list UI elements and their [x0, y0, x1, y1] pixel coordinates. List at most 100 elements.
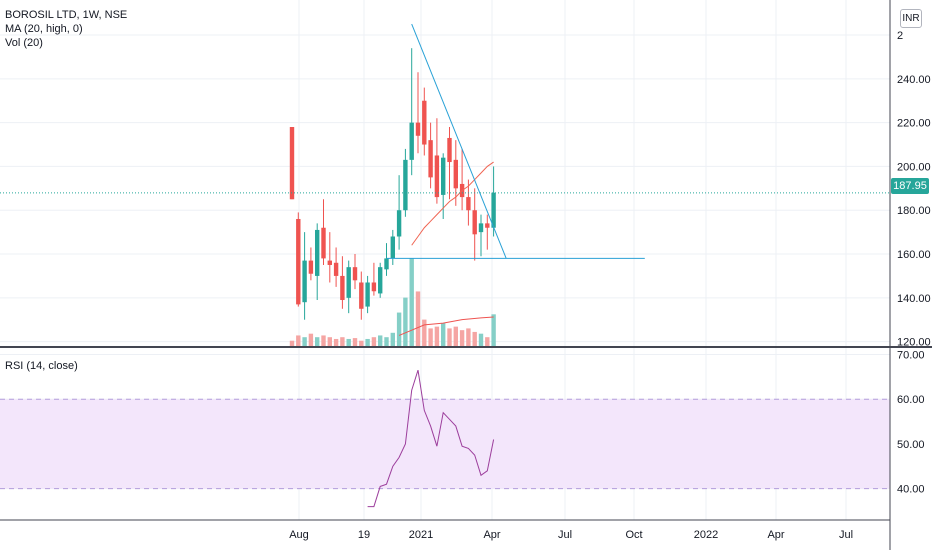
volume-bar — [378, 335, 383, 346]
rsi-tick-label: 60.00 — [897, 394, 925, 406]
volume-bar — [384, 337, 389, 346]
candle-body — [428, 140, 433, 178]
price-tick-label: 200.00 — [897, 161, 931, 173]
price-tick-label: 120.00 — [897, 337, 931, 349]
time-axis[interactable]: Aug 19 2021 Apr Jul Oct 2022 Apr Jul — [289, 529, 853, 541]
price-tick-label: 220.00 — [897, 118, 931, 130]
volume-bar — [302, 337, 307, 346]
volume-bar — [478, 333, 484, 346]
candle-body — [390, 236, 395, 259]
last-price-tag: 187.95 — [891, 178, 929, 194]
price-axis[interactable]: 120.00 140.00 160.00 180.00 200.00 220.00 240.… — [897, 30, 931, 349]
time-tick-label: 2021 — [409, 529, 433, 541]
time-tick-label: 19 — [358, 529, 370, 541]
time-tick-label: Apr — [483, 529, 500, 541]
volume-bar — [415, 291, 421, 346]
volume-bar — [396, 312, 402, 346]
candle-body — [365, 282, 370, 307]
candle-body — [321, 227, 326, 259]
volume-bar — [403, 297, 408, 346]
rsi-band — [0, 399, 890, 489]
time-tick-label: Aug — [289, 529, 309, 541]
volume-bar — [485, 337, 490, 346]
candle-body — [409, 122, 414, 160]
symbol-label[interactable]: BOROSIL LTD, 1W, NSE — [5, 9, 128, 21]
candlestick-series[interactable] — [289, 48, 496, 320]
rsi-tick-label: 50.00 — [897, 439, 925, 451]
candle-body — [434, 155, 440, 198]
time-tick-label: Jul — [839, 529, 853, 541]
rsi-band-lines — [0, 398, 890, 490]
rsi-tick-label: 40.00 — [897, 484, 925, 496]
volume-bar — [434, 326, 440, 346]
volume-bar — [327, 337, 332, 346]
price-tick-label: 140.00 — [897, 293, 931, 305]
volume-bar — [472, 331, 477, 346]
candle-body — [296, 218, 301, 305]
volume-bar — [371, 337, 377, 346]
candle-body — [422, 100, 427, 145]
volume-bar — [466, 328, 471, 346]
time-tick-label: Jul — [558, 529, 572, 541]
currency-badge[interactable]: INR — [900, 9, 922, 28]
candle-body — [415, 122, 421, 136]
time-tick-label: Apr — [767, 529, 784, 541]
volume-bar — [340, 337, 345, 346]
candle-body — [384, 258, 389, 270]
volume-bar — [365, 338, 370, 346]
vol-label[interactable]: Vol (20) — [5, 37, 43, 49]
candle-body — [491, 192, 496, 228]
candle-body — [447, 137, 452, 163]
rsi-axis[interactable]: 40.00 50.00 60.00 70.00 — [897, 349, 925, 495]
candle-body — [453, 159, 458, 189]
volume-bar — [359, 340, 364, 346]
candle-body — [371, 282, 377, 292]
candle-body — [441, 157, 446, 195]
volume-bar — [428, 328, 433, 346]
price-tick-label: 240.00 — [897, 74, 931, 86]
candle-body — [478, 223, 484, 233]
candle-body — [466, 197, 471, 211]
volume-bar — [346, 338, 351, 346]
rsi-legend: RSI (14, close) — [5, 359, 78, 373]
candle-body — [289, 127, 295, 200]
time-tick-label: Oct — [625, 529, 642, 541]
candle-body — [327, 260, 332, 265]
candle-body — [333, 262, 339, 276]
ma-label[interactable]: MA (20, high, 0) — [5, 23, 83, 35]
volume-bar — [352, 338, 358, 346]
candle-body — [302, 260, 307, 303]
candle-body — [340, 275, 345, 301]
main-legend: BOROSIL LTD, 1W, NSE MA (20, high, 0) Vo… — [5, 8, 127, 50]
price-tick-label: 160.00 — [897, 249, 931, 261]
volume-bar — [315, 337, 320, 346]
time-tick-label: 2022 — [694, 529, 718, 541]
volume-bar — [491, 314, 496, 346]
candle-body — [352, 267, 358, 281]
rsi-tick-label: 70.00 — [897, 349, 925, 361]
candle-body — [485, 223, 490, 228]
volume-bar — [453, 326, 458, 346]
rsi-line — [367, 369, 495, 508]
volume-bar — [390, 332, 395, 346]
price-tick-label: 2 — [897, 30, 903, 42]
volume-bar — [422, 319, 427, 346]
volume-bar — [289, 340, 295, 346]
rsi-label[interactable]: RSI (14, close) — [5, 360, 78, 372]
volume-bar — [447, 328, 452, 346]
candle-body — [346, 267, 351, 298]
candle-body — [396, 210, 402, 237]
volume-bar — [308, 333, 314, 346]
descending-trendline[interactable] — [411, 23, 507, 259]
volume-bar — [333, 338, 339, 346]
volume-bar — [296, 335, 301, 346]
volume-bar — [409, 258, 414, 346]
price-tick-label: 180.00 — [897, 205, 931, 217]
candle-body — [378, 267, 383, 294]
candle-body — [359, 282, 364, 309]
candle-body — [315, 229, 320, 276]
volume-bar — [321, 335, 326, 346]
candle-body — [472, 210, 477, 235]
